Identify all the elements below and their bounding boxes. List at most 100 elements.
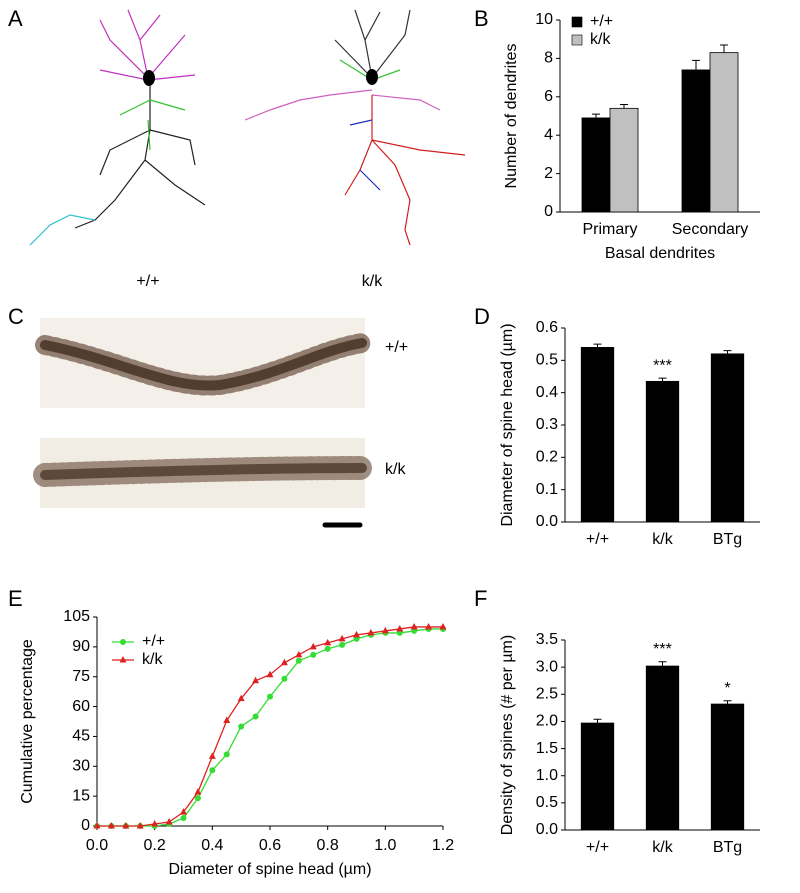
marker (165, 818, 173, 825)
y-tick-label: 0.5 (536, 794, 558, 811)
legend-label: +/+ (142, 633, 165, 650)
bar (710, 353, 745, 523)
marker (425, 622, 433, 630)
marker (396, 624, 404, 632)
x-tick-label: +/+ (586, 531, 609, 548)
y-tick-label: 75 (72, 668, 90, 685)
marker (295, 657, 302, 664)
x-tick-label: 1.2 (432, 837, 454, 854)
x-tick-label: 0.2 (144, 837, 166, 854)
marker (194, 788, 202, 795)
y-tick-label: 30 (72, 758, 90, 775)
x-tick-label: 0.8 (317, 837, 339, 854)
marker (310, 651, 317, 658)
marker (237, 694, 245, 702)
x-tick-label: BTg (713, 839, 742, 856)
marker (324, 638, 332, 646)
legend-swatch (571, 34, 583, 46)
marker (208, 752, 216, 759)
panel-label: F (474, 586, 487, 611)
marker (338, 634, 346, 642)
y-axis-label: Number of dendrites (503, 44, 520, 189)
y-tick-label: 0.0 (536, 821, 558, 838)
micrograph (33, 318, 374, 528)
y-tick-label: 60 (72, 698, 90, 715)
bar (681, 69, 711, 213)
marker (93, 822, 101, 829)
significance-label: *** (653, 357, 672, 374)
y-tick-label: 4 (544, 126, 553, 143)
error-bar (620, 103, 628, 109)
panel-label: C (8, 304, 24, 329)
bar (609, 107, 639, 213)
y-tick-label: 10 (535, 11, 553, 28)
y-tick-label: 0.4 (536, 384, 558, 401)
marker (223, 716, 231, 724)
marker (107, 822, 115, 829)
y-tick-label: 15 (72, 787, 90, 804)
bar (709, 52, 739, 213)
x-tick-label: Secondary (672, 221, 749, 238)
bar (581, 117, 611, 213)
legend-marker (119, 656, 127, 663)
x-tick-label: 0.6 (259, 837, 281, 854)
x-tick-label: 0.4 (201, 837, 223, 854)
x-axis-label: Diameter of spine head (µm) (168, 861, 371, 878)
bar (580, 722, 615, 831)
error-bar (593, 343, 602, 348)
y-tick-label: 0.1 (536, 481, 558, 498)
y-tick-label: 105 (63, 608, 90, 625)
image-label: k/k (385, 461, 406, 478)
y-tick-label: 2 (544, 165, 553, 182)
y-tick-label: 1.5 (536, 740, 558, 757)
error-bar (723, 700, 732, 705)
x-tick-label: 0.0 (86, 837, 108, 854)
x-tick-label: Primary (582, 221, 637, 238)
panel-label: A (8, 6, 23, 31)
neuron-image (29, 9, 466, 246)
error-bar (593, 718, 602, 724)
bar (645, 665, 680, 831)
x-axis-label: Basal dendrites (605, 245, 715, 262)
y-tick-label: 6 (544, 88, 553, 105)
marker (209, 767, 216, 774)
marker (194, 795, 201, 802)
legend-swatch (571, 16, 583, 28)
error-bar (592, 113, 600, 118)
y-tick-label: 0.3 (536, 416, 558, 433)
marker (238, 723, 245, 730)
marker (151, 820, 159, 827)
marker (252, 676, 260, 684)
marker (267, 693, 273, 700)
y-tick-label: 8 (544, 50, 553, 67)
y-tick-label: 0.5 (536, 352, 558, 369)
x-tick-label: +/+ (586, 839, 609, 856)
marker (136, 822, 144, 829)
x-tick-label: k/k (652, 839, 673, 856)
marker (252, 713, 259, 720)
marker (381, 626, 389, 634)
bar (580, 346, 615, 523)
y-axis-label: Density of spines (# per µm) (499, 635, 516, 835)
legend-label: +/+ (590, 13, 613, 30)
marker (439, 622, 447, 630)
panel-label: D (474, 304, 490, 329)
x-tick-label: BTg (713, 531, 742, 548)
y-tick-label: 0 (544, 203, 553, 220)
marker (339, 641, 346, 648)
panel-label: B (474, 6, 489, 31)
marker (309, 642, 317, 650)
y-axis-label: Diameter of spine head (µm) (499, 323, 516, 526)
marker (280, 658, 288, 666)
error-bar (723, 350, 732, 354)
y-axis-label: Cumulative percentage (19, 639, 36, 804)
bar (710, 703, 745, 831)
y-tick-label: 0.2 (536, 449, 558, 466)
y-tick-label: 3.5 (536, 631, 558, 648)
y-tick-label: 45 (72, 728, 90, 745)
image-label: +/+ (136, 273, 159, 290)
image-label: +/+ (385, 339, 408, 356)
panel-label: E (8, 586, 23, 611)
marker (266, 670, 274, 678)
